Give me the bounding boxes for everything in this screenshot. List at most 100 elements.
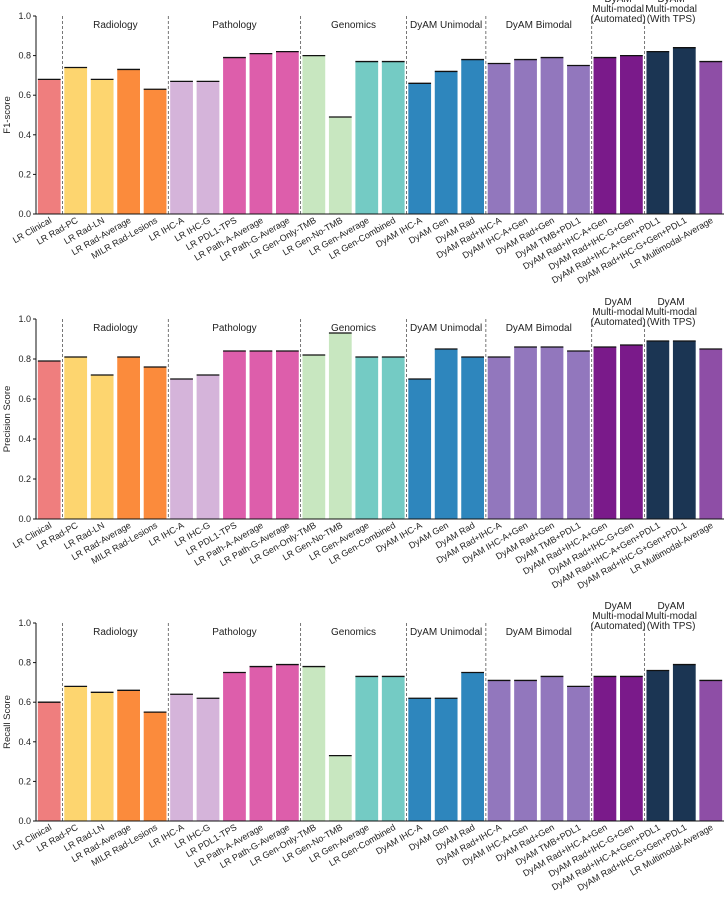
bar-lr-gen-no-tmb [328, 333, 352, 519]
bar-dyam-tmb-pdl1 [567, 351, 590, 519]
group-label: Pathology [212, 627, 256, 638]
y-tick-label: 0.8 [18, 658, 31, 668]
bar-milr-rad-lesions [143, 89, 167, 214]
group-label: Genomics [331, 20, 376, 31]
bar-lr-gen-combined [381, 61, 405, 214]
group-label: Pathology [212, 20, 256, 31]
y-tick-label: 0.8 [18, 354, 31, 364]
bar-lr-ihc-a [170, 81, 193, 214]
bar-lr-gen-only-tmb [302, 55, 326, 214]
group-label: Genomics [331, 323, 376, 334]
bar-dyam-rad-gen [540, 676, 564, 821]
y-tick-label: 1.0 [18, 11, 31, 21]
bar-lr-rad-average [117, 69, 140, 215]
bar-lr-rad-ln [90, 692, 114, 821]
y-tick-label: 0.6 [18, 697, 31, 707]
y-tick-label: 0.2 [18, 776, 31, 786]
chart-panel-3: Radiology Pathology Genomics DyAM Unimodal D… [2, 601, 724, 893]
bar-dyam-rad-ihc-a-gen-pdl1 [646, 341, 670, 519]
bar-milr-rad-lesions [143, 712, 167, 821]
bar-dyam-rad-ihc-a [487, 357, 511, 519]
group-label: DyAM Unimodal [410, 627, 482, 638]
bar-lr-path-a-average [249, 53, 273, 215]
bar-lr-pdl1-tps [223, 57, 246, 214]
bar-lr-pdl1-tps [223, 672, 246, 821]
bar-dyam-rad-gen [540, 347, 564, 519]
bar-lr-ihc-a [170, 694, 193, 821]
y-axis-title: Precision Score [2, 386, 13, 453]
group-label: Radiology [93, 627, 137, 638]
bar-dyam-rad-gen [540, 57, 564, 214]
chart-panel-1: Radiology Pathology Genomics DyAM Unimodal D… [2, 0, 724, 286]
bar-lr-path-a-average [249, 666, 273, 821]
group-label: Radiology [93, 20, 137, 31]
bar-lr-gen-no-tmb [328, 755, 352, 821]
bar-lr-gen-average [355, 61, 379, 214]
bar-lr-gen-average [355, 676, 379, 821]
bar-dyam-ihc-a [408, 698, 432, 821]
bar-lr-rad-pc [64, 67, 88, 214]
bar-lr-rad-ln [90, 79, 114, 214]
bar-dyam-rad-ihc-a-gen [593, 347, 617, 519]
y-tick-label: 0.2 [18, 474, 31, 484]
bar-dyam-rad [461, 357, 484, 519]
y-tick-label: 0.4 [18, 434, 31, 444]
bar-milr-rad-lesions [143, 367, 167, 519]
group-label: DyAM Bimodal [506, 627, 572, 638]
group-label: Radiology [93, 323, 137, 334]
bar-lr-path-g-average [276, 351, 299, 519]
group-label: Genomics [331, 627, 376, 638]
bar-dyam-ihc-a [408, 379, 432, 519]
bar-dyam-rad-ihc-g-gen-pdl1 [672, 664, 696, 821]
bar-dyam-tmb-pdl1 [567, 65, 590, 214]
bar-lr-path-g-average [276, 51, 299, 214]
group-label: Pathology [212, 323, 256, 334]
y-tick-label: 0.0 [18, 209, 31, 219]
y-tick-label: 1.0 [18, 618, 31, 628]
bar-lr-path-a-average [249, 351, 273, 519]
bar-dyam-rad-ihc-g-gen [620, 345, 643, 519]
y-tick-label: 0.6 [18, 90, 31, 100]
bar-dyam-rad-ihc-a-gen-pdl1 [646, 51, 670, 214]
y-tick-label: 0.0 [18, 514, 31, 524]
bar-dyam-rad-ihc-g-gen [620, 676, 643, 821]
chart-panel-2: Radiology Pathology Genomics DyAM Unimodal D… [2, 297, 724, 591]
y-axis-title: F1-score [2, 96, 13, 133]
bar-lr-rad-pc [64, 686, 88, 821]
y-tick-label: 0.0 [18, 816, 31, 826]
bar-dyam-gen [434, 349, 458, 519]
bar-dyam-rad-ihc-a-gen [593, 57, 617, 214]
bar-lr-clinical [37, 702, 61, 821]
group-label: DyAM Bimodal [506, 20, 572, 31]
bar-dyam-rad-ihc-a [487, 63, 511, 214]
bar-dyam-rad-ihc-g-gen-pdl1 [672, 341, 696, 519]
bar-lr-multimodal-average [699, 349, 723, 519]
bar-lr-ihc-g [196, 81, 220, 214]
bar-lr-multimodal-average [699, 680, 723, 821]
bar-dyam-gen [434, 698, 458, 821]
bar-dyam-ihc-a-gen [514, 680, 537, 821]
group-label: DyAM Unimodal [410, 323, 482, 334]
bar-dyam-rad-ihc-a [487, 680, 511, 821]
bar-lr-path-g-average [276, 664, 299, 821]
bar-lr-gen-only-tmb [302, 355, 326, 519]
group-label: DyAM Unimodal [410, 20, 482, 31]
bar-dyam-rad-ihc-g-gen [620, 55, 643, 214]
bar-lr-ihc-a [170, 379, 193, 519]
y-tick-label: 0.6 [18, 394, 31, 404]
bar-dyam-tmb-pdl1 [567, 686, 590, 821]
bar-lr-rad-ln [90, 375, 114, 519]
bar-dyam-rad-ihc-a-gen-pdl1 [646, 670, 670, 821]
bar-lr-rad-pc [64, 357, 88, 519]
bar-dyam-ihc-a-gen [514, 59, 537, 215]
bar-dyam-rad [461, 672, 484, 821]
bar-dyam-gen [434, 71, 458, 214]
y-axis-title: Recall Score [2, 695, 13, 749]
y-tick-label: 0.4 [18, 130, 31, 140]
